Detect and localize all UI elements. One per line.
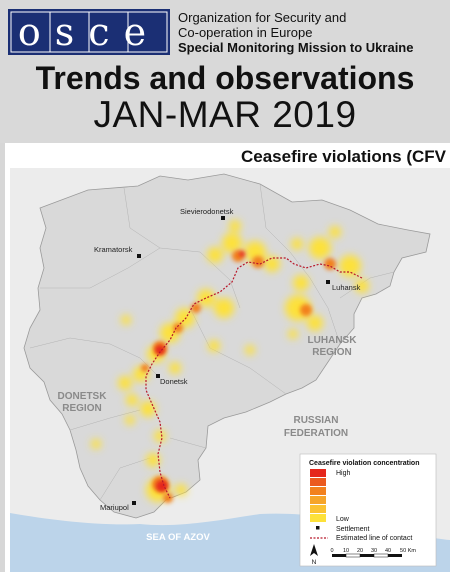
sea-label: SEA OF AZOV [146, 532, 210, 543]
settlement-markers [132, 216, 330, 505]
scale-tick: 0 [330, 548, 333, 554]
legend-swatch [310, 505, 326, 513]
logo-text: osce [18, 10, 160, 54]
legend-low: Low [336, 516, 350, 523]
report-period: JAN-MAR 2019 [93, 94, 357, 135]
legend: Ceasefire violation concentration High L… [299, 453, 437, 567]
scale-bar-segment [332, 554, 346, 557]
settlement-marker [326, 280, 330, 284]
org-line-2: Co-operation in Europe [178, 25, 313, 40]
legend-contact-line: Estimated line of contact [336, 535, 412, 542]
scale-bar-segment [373, 553, 389, 558]
scale-tick: 20 [357, 548, 363, 554]
settlement-marker [137, 254, 141, 258]
scale-tick: 50 Km [400, 548, 416, 554]
legend-swatch [310, 478, 326, 486]
legend-high: High [336, 470, 351, 477]
scale-bar-segment [345, 553, 361, 558]
settlement-marker [156, 374, 160, 378]
region-label-luhansk: LUHANSK [308, 335, 358, 346]
legend-swatch [310, 487, 326, 495]
scale-tick: 10 [343, 548, 349, 554]
scale-tick: 40 [385, 548, 391, 554]
scale-bar-segment [388, 554, 402, 557]
report-title: Trends and observations [35, 60, 415, 96]
scale-bar-segment [360, 554, 374, 557]
settlement-marker [132, 501, 136, 505]
header: osce Organization for Security and Co-op… [0, 0, 450, 143]
org-line-1: Organization for Security and [178, 10, 347, 25]
settlement-label: Donetsk [160, 377, 188, 386]
legend-swatch [310, 496, 326, 504]
region-label-donetsk: DONETSK [58, 391, 108, 402]
org-line-3: Special Monitoring Mission to Ukraine [178, 40, 414, 55]
settlement-label: Luhansk [332, 283, 361, 292]
north-label: N [312, 559, 317, 566]
region-label-luhansk: REGION [312, 347, 351, 358]
north-arrow-icon [310, 544, 318, 556]
region-label-russia: RUSSIAN [293, 415, 338, 426]
settlement-label: Kramatorsk [94, 245, 133, 254]
legend-swatch [310, 469, 326, 477]
region-label-donetsk: REGION [62, 403, 101, 414]
legend-settlement-icon [316, 526, 320, 530]
legend-title: Ceasefire violation concentration [309, 460, 419, 467]
settlement-marker [221, 216, 225, 220]
legend-settlement: Settlement [336, 526, 370, 533]
settlement-label: Sievierodonetsk [180, 207, 234, 216]
map-heading: Ceasefire violations (CFV [240, 147, 446, 166]
region-label-russia: FEDERATION [284, 428, 348, 439]
settlement-label: Mariupol [100, 503, 129, 512]
ceasefire-map: Sievierodonetsk Kramatorsk Luhansk Donet… [10, 168, 450, 572]
legend-swatch [310, 514, 326, 522]
scale-tick: 30 [371, 548, 377, 554]
osce-logo: osce [8, 9, 170, 55]
line-of-contact [145, 257, 363, 499]
